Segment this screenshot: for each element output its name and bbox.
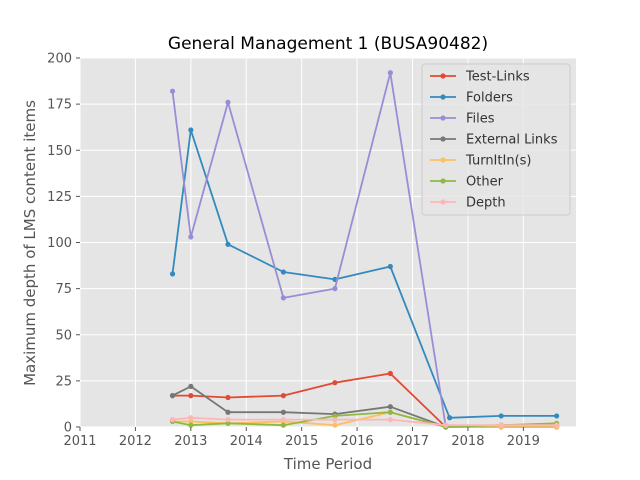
x-tick-label: 2018 — [451, 434, 484, 449]
series-layer — [169, 70, 560, 430]
legend-label: Files — [466, 112, 495, 127]
data-point — [387, 70, 393, 76]
data-point — [188, 418, 194, 425]
data-point — [225, 409, 231, 415]
data-point — [225, 394, 231, 401]
y-tick-label: 50 — [55, 328, 72, 343]
x-tick-label: 2013 — [174, 434, 207, 449]
x-axis-ticks: 2011 2012 2013 2014 2015 2016 2017 2018 2019 — [63, 427, 540, 449]
data-point — [280, 409, 286, 415]
legend-marker — [440, 115, 446, 121]
legend-marker — [440, 73, 446, 79]
data-point — [332, 380, 338, 386]
legend-item-files: Files — [430, 112, 495, 127]
y-tick-label: 175 — [47, 98, 72, 113]
data-point — [387, 263, 393, 270]
y-tick-label: 200 — [47, 52, 72, 67]
y-tick-label: 150 — [47, 144, 72, 159]
data-point — [554, 413, 560, 419]
data-point — [225, 417, 231, 423]
data-point — [280, 422, 286, 428]
legend-marker — [440, 136, 446, 142]
x-axis-label: Time Period — [283, 455, 372, 473]
data-point — [387, 370, 393, 377]
x-tick-label: 2014 — [230, 434, 263, 449]
series-folders — [169, 127, 560, 421]
data-point — [332, 413, 338, 419]
data-point — [188, 234, 194, 240]
legend-marker — [440, 94, 446, 100]
data-point — [188, 415, 194, 421]
x-tick-label: 2016 — [341, 434, 374, 449]
legend-item-external-links: External Links — [430, 133, 558, 148]
y-tick-label: 100 — [47, 236, 72, 251]
data-point — [280, 393, 286, 399]
data-point — [169, 393, 176, 399]
x-tick-label: 2015 — [285, 434, 318, 449]
data-point — [225, 420, 231, 426]
data-point — [188, 393, 194, 399]
legend-label: Other — [466, 175, 504, 190]
data-point — [280, 295, 286, 301]
series-depth — [169, 415, 560, 428]
data-point — [280, 269, 286, 275]
data-point — [169, 271, 176, 277]
legend-item-other: Other — [430, 175, 504, 190]
data-point — [387, 409, 393, 415]
legend-item-folders: Folders — [430, 91, 513, 106]
data-point — [498, 422, 504, 428]
data-point — [332, 417, 338, 423]
data-point — [188, 422, 194, 428]
data-point — [280, 417, 286, 423]
legend-label: Depth — [466, 196, 506, 211]
data-point — [498, 413, 504, 419]
legend-box — [421, 63, 571, 216]
legend: Test-Links Folders Files External Links Turn… — [421, 63, 571, 216]
legend-item-turnitin-s: TurnItIn(s) — [430, 154, 531, 169]
data-point — [188, 383, 194, 390]
legend-label: Folders — [466, 91, 513, 106]
data-point — [225, 99, 231, 105]
legend-marker — [440, 199, 446, 205]
data-point — [332, 422, 338, 428]
data-point — [387, 417, 393, 423]
data-point — [443, 422, 449, 428]
y-tick-label: 75 — [55, 282, 72, 297]
data-point — [188, 127, 194, 133]
data-point — [447, 415, 453, 421]
legend-label: TurnItIn(s) — [465, 154, 531, 169]
legend-marker — [440, 157, 446, 163]
x-tick-label: 2019 — [507, 434, 540, 449]
data-point — [332, 286, 338, 292]
x-tick-label: 2012 — [119, 434, 152, 449]
chart-title: General Management 1 (BUSA90482) — [168, 34, 488, 54]
y-axis-ticks: 0 25 50 75 100 125 150 175 200 — [47, 52, 80, 436]
legend-item-depth: Depth — [430, 196, 506, 211]
legend-marker — [440, 178, 446, 184]
legend-label: External Links — [466, 133, 558, 148]
data-point — [387, 404, 393, 410]
y-axis-label: Maximum depth of LMS content items — [21, 100, 39, 386]
legend-label: Test-Links — [465, 70, 530, 85]
y-tick-label: 0 — [64, 421, 72, 436]
y-tick-label: 25 — [55, 374, 72, 389]
x-tick-label: 2017 — [396, 434, 429, 449]
y-tick-label: 125 — [47, 190, 72, 205]
data-point — [169, 88, 176, 94]
legend-item-test-links: Test-Links — [430, 70, 530, 85]
data-point — [554, 422, 560, 428]
data-point — [225, 241, 231, 247]
x-tick-label: 2011 — [63, 434, 96, 449]
data-point — [169, 417, 176, 423]
